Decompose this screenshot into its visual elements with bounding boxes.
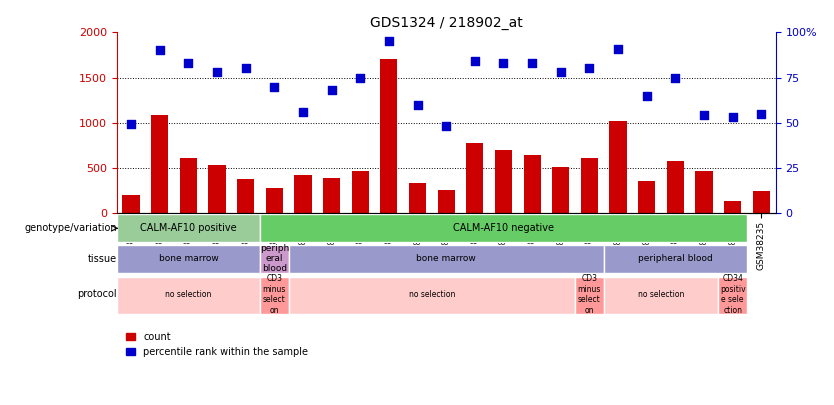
Bar bbox=[123, 195, 139, 213]
FancyBboxPatch shape bbox=[575, 277, 604, 314]
Point bbox=[296, 109, 309, 115]
FancyBboxPatch shape bbox=[604, 277, 718, 314]
Bar bbox=[438, 190, 455, 213]
Point bbox=[583, 65, 596, 72]
Text: peripheral blood: peripheral blood bbox=[638, 254, 713, 263]
Point bbox=[640, 92, 653, 99]
FancyBboxPatch shape bbox=[289, 245, 604, 273]
Point bbox=[325, 87, 339, 94]
Text: no selection: no selection bbox=[409, 290, 455, 299]
Bar bbox=[180, 158, 197, 213]
Text: genotype/variation: genotype/variation bbox=[24, 223, 117, 232]
Bar bbox=[208, 165, 226, 213]
Bar bbox=[666, 161, 684, 213]
Text: CD3
minus
select
on: CD3 minus select on bbox=[263, 274, 286, 315]
Bar bbox=[151, 115, 168, 213]
Text: bone marrow: bone marrow bbox=[158, 254, 219, 263]
Point bbox=[525, 60, 539, 66]
Text: periph
eral
blood: periph eral blood bbox=[259, 244, 289, 273]
Point bbox=[153, 47, 167, 54]
Bar bbox=[237, 179, 254, 213]
FancyBboxPatch shape bbox=[604, 245, 747, 273]
Bar bbox=[524, 155, 540, 213]
Point bbox=[697, 112, 711, 119]
Bar bbox=[724, 201, 741, 213]
Point bbox=[124, 121, 138, 128]
Bar bbox=[266, 188, 283, 213]
Text: bone marrow: bone marrow bbox=[416, 254, 476, 263]
Point bbox=[239, 65, 253, 72]
Text: no selection: no selection bbox=[165, 290, 212, 299]
Title: GDS1324 / 218902_at: GDS1324 / 218902_at bbox=[369, 16, 523, 30]
FancyBboxPatch shape bbox=[117, 245, 260, 273]
Bar bbox=[580, 158, 598, 213]
Legend: count, percentile rank within the sample: count, percentile rank within the sample bbox=[122, 328, 312, 360]
Point bbox=[554, 69, 567, 75]
FancyBboxPatch shape bbox=[117, 277, 260, 314]
Point bbox=[210, 69, 224, 75]
FancyBboxPatch shape bbox=[117, 214, 260, 242]
Bar bbox=[409, 183, 426, 213]
Text: CD34
positiv
e sele
ction: CD34 positiv e sele ction bbox=[720, 274, 746, 315]
Point bbox=[382, 38, 395, 45]
Bar bbox=[696, 171, 712, 213]
Bar bbox=[294, 175, 312, 213]
Point bbox=[497, 60, 510, 66]
Point bbox=[755, 110, 768, 117]
Bar bbox=[610, 121, 626, 213]
Point bbox=[440, 123, 453, 130]
Point bbox=[182, 60, 195, 66]
FancyBboxPatch shape bbox=[260, 245, 289, 273]
Bar bbox=[466, 143, 484, 213]
Bar bbox=[495, 150, 512, 213]
Text: CALM-AF10 negative: CALM-AF10 negative bbox=[453, 223, 554, 232]
FancyBboxPatch shape bbox=[289, 277, 575, 314]
Point bbox=[468, 58, 481, 64]
Text: CALM-AF10 positive: CALM-AF10 positive bbox=[140, 223, 237, 232]
Text: no selection: no selection bbox=[638, 290, 684, 299]
Bar bbox=[753, 191, 770, 213]
Text: CD3
minus
select
on: CD3 minus select on bbox=[578, 274, 601, 315]
Point bbox=[726, 114, 739, 120]
FancyBboxPatch shape bbox=[260, 277, 289, 314]
Text: tissue: tissue bbox=[88, 254, 117, 264]
Bar bbox=[638, 181, 656, 213]
FancyBboxPatch shape bbox=[260, 214, 747, 242]
Point bbox=[354, 74, 367, 81]
FancyBboxPatch shape bbox=[718, 277, 747, 314]
Point bbox=[268, 83, 281, 90]
Point bbox=[669, 74, 682, 81]
Bar bbox=[352, 171, 369, 213]
Text: protocol: protocol bbox=[77, 290, 117, 299]
Bar bbox=[323, 178, 340, 213]
Bar bbox=[380, 60, 398, 213]
Point bbox=[411, 101, 425, 108]
Bar bbox=[552, 167, 570, 213]
Point bbox=[611, 45, 625, 52]
